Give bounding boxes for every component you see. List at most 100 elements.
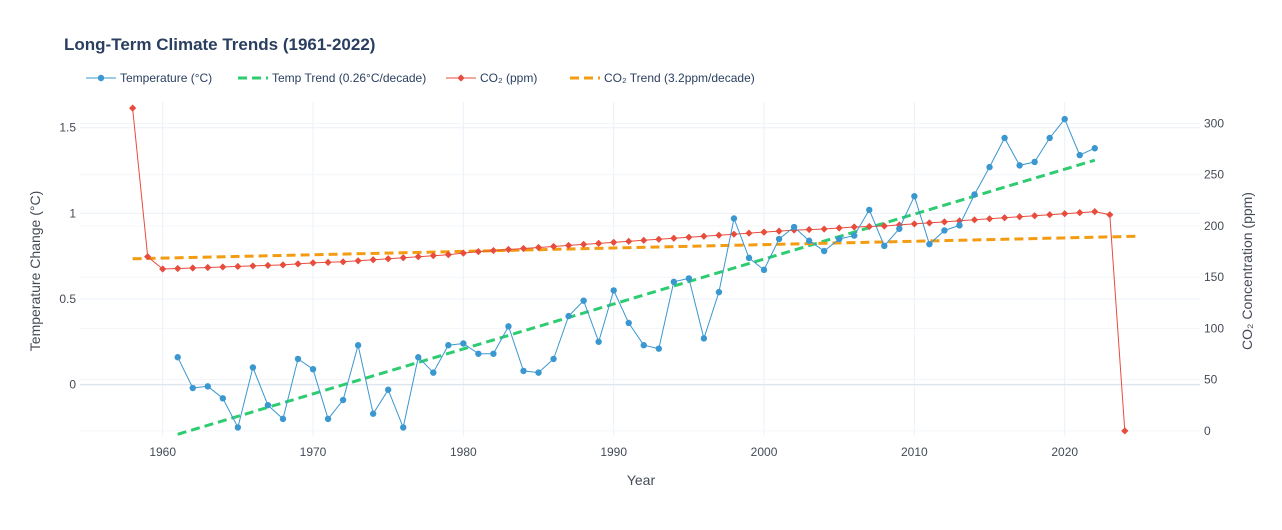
y-right-axis-ticks: 0 50 100 150 200 250 300 — [1204, 117, 1224, 438]
y-left-tick-label: 0 — [69, 378, 76, 392]
temperature-point — [580, 297, 587, 304]
co2-point — [519, 244, 528, 253]
temperature-point — [1016, 162, 1023, 169]
plot-area — [129, 104, 1140, 436]
y-left-tick-label: 1 — [69, 206, 76, 220]
co2-point — [534, 243, 543, 252]
co2-point — [760, 228, 768, 236]
legend-label: Temperature (°C) — [120, 71, 212, 85]
co2-point — [549, 242, 558, 251]
co2-point — [189, 264, 197, 272]
y-right-tick-label: 100 — [1204, 321, 1224, 335]
temperature-point — [1046, 134, 1053, 142]
y-left-axis-title: Temperature Change (°C) — [27, 191, 43, 351]
temperature-point — [715, 288, 723, 296]
y-right-tick-label: 150 — [1204, 270, 1224, 284]
temperature-point — [745, 254, 753, 262]
temperature-point — [760, 266, 768, 274]
temperature-point — [505, 323, 512, 330]
co2-point — [1121, 427, 1129, 435]
legend-marker — [97, 74, 105, 82]
temperature-point — [820, 247, 828, 255]
x-tick-label: 2010 — [901, 445, 928, 459]
co2-point — [940, 218, 949, 226]
y-left-axis-ticks: 0 0.5 1 1.5 — [59, 121, 76, 392]
temperature-point — [896, 225, 903, 232]
co2-point — [745, 229, 753, 237]
y-left-tick-label: 0.5 — [59, 292, 76, 306]
temperature-point — [445, 342, 452, 349]
temperature-point — [520, 367, 527, 375]
x-axis-title: Year — [627, 472, 656, 488]
y-right-tick-label: 50 — [1204, 373, 1218, 387]
co2-point — [580, 240, 588, 249]
co2-point — [159, 265, 167, 273]
co2-point — [309, 259, 317, 267]
temperature-point — [369, 410, 377, 417]
temperature-point — [204, 383, 211, 390]
legend-item[interactable]: Temperature (°C) — [86, 71, 212, 85]
temperature-point — [956, 222, 963, 229]
co2-point — [429, 252, 437, 260]
co2-point — [264, 261, 272, 270]
co2-point — [910, 220, 918, 228]
temperature-point — [400, 424, 407, 431]
co2-point — [1061, 210, 1069, 218]
temperature-point — [234, 424, 242, 431]
co2-point — [730, 230, 738, 238]
co2-point — [685, 233, 693, 241]
co2-point — [489, 246, 498, 255]
co2-point — [384, 255, 392, 263]
co2-point — [805, 225, 813, 234]
co2-point — [204, 263, 212, 272]
co2-point — [129, 104, 137, 112]
temperature-point — [1001, 134, 1008, 142]
x-tick-label: 1960 — [149, 445, 176, 459]
chart-title: Long-Term Climate Trends (1961-2022) — [64, 35, 375, 54]
legend-item[interactable]: CO₂ Trend (3.2ppm/decade) — [570, 71, 755, 85]
temperature-point — [835, 235, 843, 243]
temperature-point — [1076, 151, 1083, 159]
co2-point — [1106, 211, 1114, 219]
co2-point — [700, 232, 708, 240]
x-tick-label: 2000 — [751, 445, 778, 459]
series-3 — [132, 234, 1140, 261]
legend-item[interactable]: CO₂ (ppm) — [446, 71, 537, 85]
x-tick-label: 1990 — [600, 445, 627, 459]
co2-point — [324, 258, 332, 266]
temperature-point — [640, 342, 647, 349]
temperature-point — [851, 232, 858, 239]
temperature-point — [249, 364, 257, 371]
temperature-point — [415, 354, 422, 361]
temperature-point — [1031, 158, 1038, 166]
co2-point — [670, 234, 678, 242]
temperature-point — [324, 415, 332, 423]
temperature-point — [971, 191, 978, 198]
legend-item[interactable]: Temp Trend (0.26°C/decade) — [238, 71, 426, 85]
co2-point — [339, 258, 347, 266]
y-right-tick-label: 0 — [1204, 424, 1211, 438]
temperature-point — [986, 163, 993, 171]
co2-point — [955, 217, 964, 225]
co2-point — [610, 238, 618, 246]
temperature-point — [926, 240, 933, 248]
y-right-axis-title: CO₂ Concentration (ppm) — [1239, 192, 1255, 350]
co2-point — [925, 219, 933, 227]
grid — [80, 102, 1200, 436]
co2-point — [399, 254, 407, 262]
temperature-point — [430, 369, 437, 376]
temperature-point — [881, 242, 888, 250]
co2-point — [249, 262, 257, 270]
series-0 — [174, 115, 1098, 431]
temperature-point — [219, 395, 227, 402]
series-1 — [177, 158, 1096, 436]
temperature-point — [775, 235, 783, 243]
temperature-point — [610, 287, 617, 294]
co2-point — [234, 262, 242, 271]
x-axis-ticks: 1960 1970 1980 1990 2000 2010 2020 — [149, 445, 1078, 459]
x-tick-label: 1980 — [450, 445, 477, 459]
co2-point — [715, 231, 723, 239]
temperature-point — [309, 366, 317, 373]
temperature-point — [866, 206, 873, 214]
